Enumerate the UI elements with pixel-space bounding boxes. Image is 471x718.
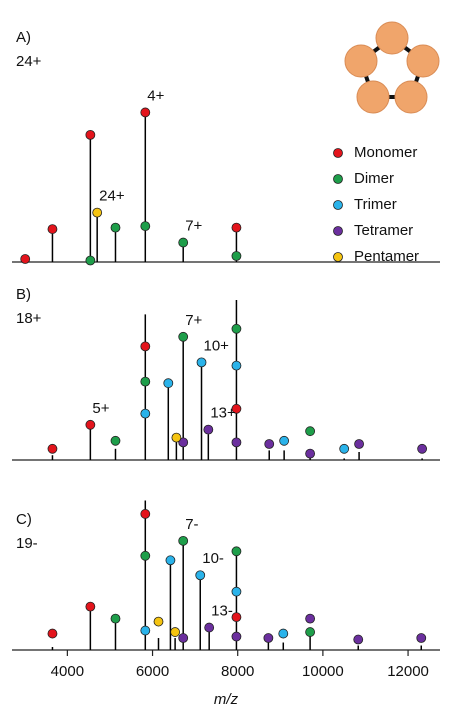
ion-marker: [140, 107, 151, 118]
ion-marker: [85, 601, 96, 612]
ion-marker: [140, 625, 151, 636]
ion-marker: [231, 631, 242, 642]
ion-marker: [85, 255, 96, 266]
ion-marker: [263, 633, 274, 643]
peak-annotation: 24+: [99, 188, 125, 205]
ion-marker: [140, 509, 151, 519]
legend-label: Dimer: [354, 170, 394, 187]
x-axis-label: m/z: [214, 691, 239, 708]
ion-marker: [195, 570, 206, 581]
x-tick-label: 12000: [387, 663, 429, 680]
ion-marker: [171, 432, 182, 443]
ion-marker: [178, 437, 189, 448]
ion-marker: [140, 550, 151, 561]
legend-label: Pentamer: [354, 248, 419, 265]
ion-marker: [203, 424, 214, 435]
ion-marker: [231, 222, 242, 233]
ion-marker: [278, 628, 289, 639]
ion-marker: [140, 376, 151, 387]
legend-marker: [333, 174, 343, 184]
panel-label: C): [16, 511, 32, 528]
panel-label: B): [16, 286, 31, 303]
legend-label: Tetramer: [354, 222, 413, 239]
ion-marker: [47, 224, 58, 234]
ion-marker: [354, 439, 364, 449]
ion-marker: [204, 622, 215, 633]
peak-annotation: 7-: [185, 516, 198, 533]
ion-marker: [231, 612, 242, 623]
ion-marker: [178, 331, 189, 342]
ion-marker: [231, 437, 242, 448]
ion-marker: [416, 633, 427, 643]
peak-annotation: 5+: [92, 400, 109, 417]
x-tick-label: 10000: [302, 663, 344, 680]
legend-marker: [333, 148, 343, 158]
peak-annotation: 7+: [185, 312, 202, 329]
ion-marker: [231, 323, 242, 334]
ion-marker: [178, 633, 189, 643]
peak-annotation: 7+: [185, 218, 202, 235]
charge-label: 24+: [16, 53, 42, 70]
ion-marker: [85, 129, 96, 140]
ion-marker: [140, 408, 151, 419]
charge-label: 18+: [16, 310, 42, 327]
panel-label: A): [16, 29, 31, 46]
legend-label: Monomer: [354, 144, 417, 161]
ion-marker: [417, 443, 428, 454]
ion-marker: [305, 627, 316, 637]
ion-marker: [163, 378, 174, 389]
ion-marker: [92, 207, 103, 218]
x-tick-label: 4000: [51, 663, 84, 680]
legend-marker: [333, 252, 343, 262]
ion-marker: [339, 443, 350, 454]
ion-marker: [178, 535, 189, 546]
ion-marker: [264, 439, 275, 449]
ion-marker: [279, 435, 290, 446]
ion-marker: [47, 628, 58, 639]
ion-marker: [196, 357, 207, 368]
ion-marker: [305, 426, 316, 437]
pentamer-icon: [344, 21, 440, 114]
peak-annotation: 13+: [210, 405, 236, 422]
peak-annotation: 4+: [147, 87, 164, 104]
ion-marker: [110, 613, 121, 624]
ion-marker: [178, 237, 189, 248]
ion-marker: [305, 613, 316, 624]
ion-marker: [231, 360, 242, 371]
ion-marker: [20, 254, 31, 264]
charge-label: 19-: [16, 535, 38, 552]
legend-label: Trimer: [354, 196, 397, 213]
ion-marker: [153, 616, 164, 627]
peak-annotation: 10-: [202, 550, 224, 567]
peak-annotation: 10+: [204, 337, 230, 354]
ion-marker: [231, 586, 242, 597]
x-tick-label: 8000: [221, 663, 254, 680]
ion-marker: [231, 546, 242, 557]
legend-marker: [333, 200, 343, 210]
ion-marker: [231, 403, 242, 414]
ion-marker: [140, 341, 151, 352]
legend-marker: [333, 226, 343, 236]
peak-annotation: 13-: [211, 603, 233, 620]
ion-marker: [85, 419, 96, 430]
ion-marker: [47, 443, 58, 454]
ion-marker: [140, 221, 151, 232]
ion-marker: [305, 448, 316, 459]
x-tick-label: 6000: [136, 663, 169, 680]
ion-marker: [231, 251, 242, 261]
ion-marker: [353, 634, 364, 645]
ion-marker: [165, 555, 176, 566]
ion-marker: [110, 222, 121, 233]
ion-marker: [170, 627, 181, 637]
ion-marker: [110, 435, 121, 446]
